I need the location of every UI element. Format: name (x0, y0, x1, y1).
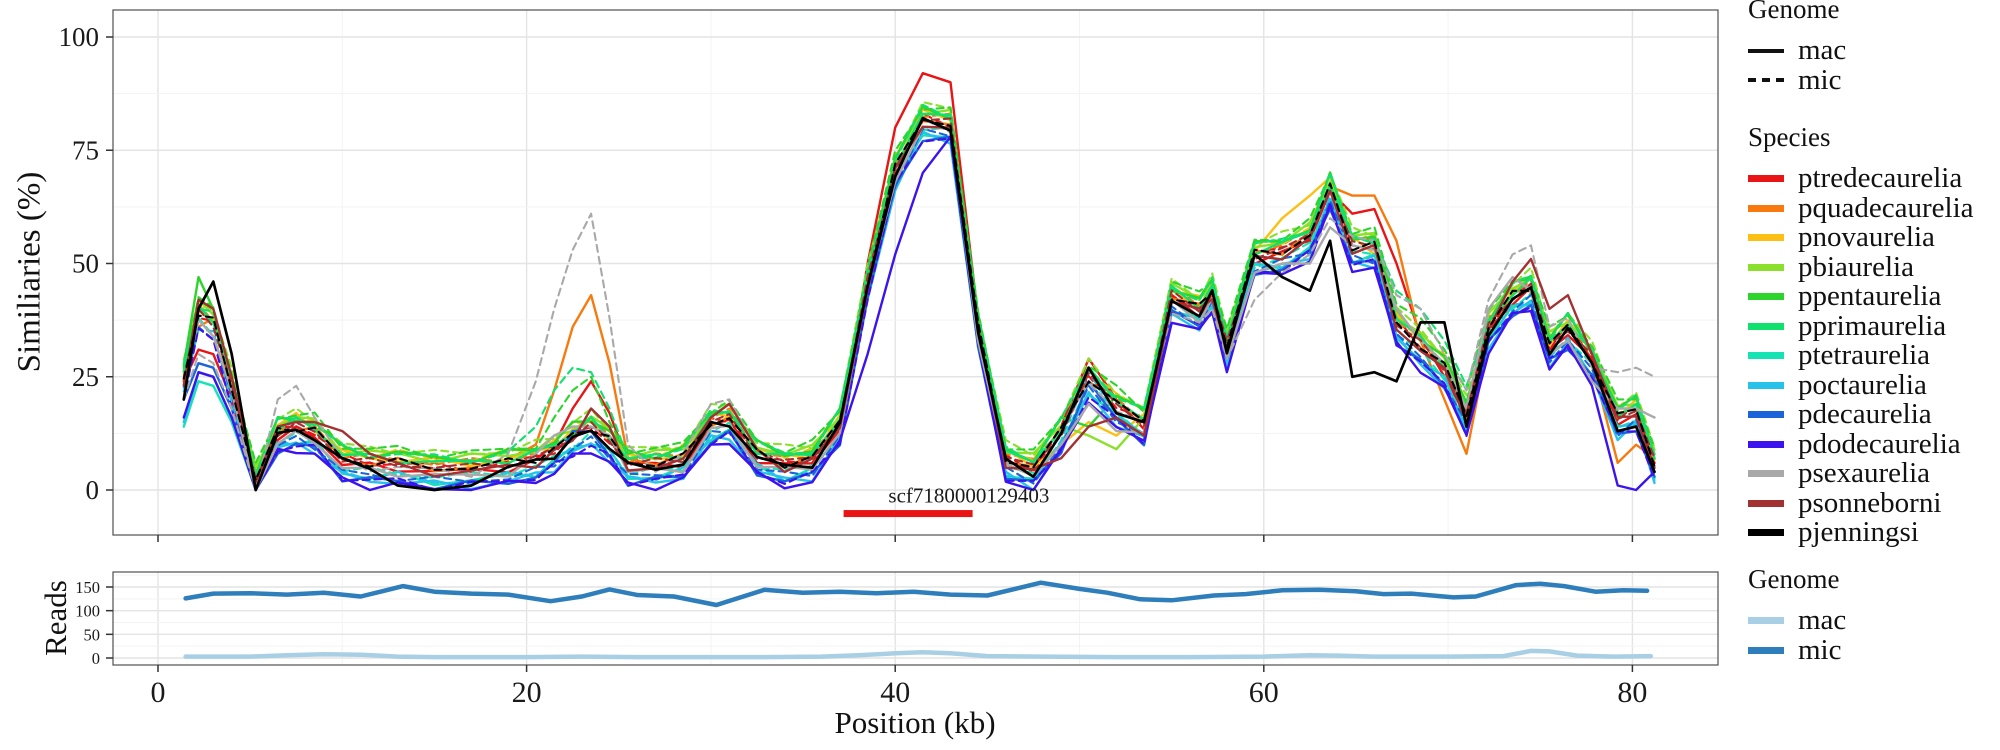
legend-species-psonneborni: psonneborni (1748, 486, 2000, 519)
legend-species-ptetraurelia: ptetraurelia (1748, 341, 2000, 371)
line-pjenningsi-mic (182, 118, 1656, 482)
line-reads-mac (183, 648, 1654, 660)
line-pprimaurelia-mac (182, 112, 1656, 478)
legend-reads-genome: Genome mac mic (1748, 564, 2000, 665)
legend-species-ppentaurelia-swatch (1748, 293, 1784, 301)
legend-genome-mac-label: mac (1798, 34, 1847, 67)
legend-species-pprimaurelia-swatch (1748, 322, 1784, 330)
svg-text:75: 75 (72, 135, 99, 165)
similarity-series (182, 72, 1656, 492)
legend-species-pquadecaurelia-swatch (1748, 204, 1784, 212)
legend-species-psonneborni-label: psonneborni (1798, 486, 1942, 519)
line-pprimaurelia-mic (182, 103, 1656, 478)
svg-text:0: 0 (86, 475, 100, 505)
legend-species-pnovaurelia-label: pnovaurelia (1798, 221, 1935, 254)
legend-species-pdecaurelia-swatch (1748, 411, 1784, 419)
svg-text:100: 100 (59, 22, 100, 52)
svg-text:60: 60 (1249, 676, 1279, 709)
legend-species-ptredecaurelia: ptredecaurelia (1748, 164, 2000, 194)
line-poctaurelia-mic (182, 131, 1656, 492)
legend-species-pjenningsi-label: pjenningsi (1798, 516, 1919, 549)
scaffold-label: scf7180000129403 (888, 484, 1049, 508)
legend-reads-mic-swatch (1748, 646, 1784, 654)
line-psonneborni-mic (182, 117, 1656, 480)
legend-species-psexaurelia: psexaurelia (1748, 459, 2000, 489)
svg-text:0: 0 (92, 649, 100, 668)
line-pdodecaurelia-mac (182, 135, 1656, 492)
svg-text:50: 50 (72, 249, 99, 279)
svg-text:20: 20 (512, 676, 542, 709)
legend-species-pjenningsi: pjenningsi (1748, 518, 2000, 548)
reads-series (183, 580, 1654, 660)
line-pdodecaurelia-mic (182, 137, 1656, 492)
scaffold-bar (843, 510, 973, 518)
legend-species-pdodecaurelia-swatch (1748, 440, 1784, 448)
svg-text:40: 40 (880, 676, 910, 709)
legend-species-pdodecaurelia: pdodecaurelia (1748, 427, 2000, 460)
legend-species-poctaurelia: poctaurelia (1748, 368, 2000, 401)
legend-genome-mic: mic (1748, 63, 2000, 96)
legend-species-psonneborni-swatch (1748, 499, 1784, 507)
legend-genome-title: Genome (1748, 0, 1840, 24)
legend-species-pquadecaurelia: pquadecaurelia (1748, 191, 2000, 224)
legend-reads-mac-swatch (1748, 617, 1784, 625)
line-ppentaurelia-mic (182, 106, 1656, 464)
legend-species-pnovaurelia: pnovaurelia (1748, 223, 2000, 253)
reads-panel-border (112, 571, 1719, 666)
legend-species-pnovaurelia-swatch (1748, 234, 1784, 242)
reads-axis-title: Reads (38, 580, 73, 656)
sim-panel-border (112, 9, 1719, 536)
legend-species-psexaurelia-swatch (1748, 470, 1784, 478)
legend-species-title: Species (1748, 122, 1831, 152)
legend-genome-mic-swatch (1748, 78, 1784, 83)
legend-reads-mic-label: mic (1798, 633, 1842, 666)
svg-text:80: 80 (1617, 676, 1647, 709)
similarity-axis-title: Similiaries (%) (11, 171, 48, 373)
legend-genome: Genome mac mic (1748, 0, 2000, 95)
legend-species-pdodecaurelia-label: pdodecaurelia (1798, 427, 1961, 460)
legend-species-pdecaurelia-label: pdecaurelia (1798, 398, 1932, 431)
legend-species-ppentaurelia: ppentaurelia (1748, 282, 2000, 312)
legend-species-pprimaurelia: pprimaurelia (1748, 309, 2000, 342)
legend-reads-mac: mac (1748, 606, 2000, 636)
legend-species-pbiaurelia-swatch (1748, 263, 1784, 271)
legend-species-ppentaurelia-label: ppentaurelia (1798, 280, 1942, 313)
legend-species-pprimaurelia-label: pprimaurelia (1798, 309, 1947, 342)
legend-species-ptredecaurelia-label: ptredecaurelia (1798, 162, 1963, 195)
svg-text:25: 25 (72, 362, 99, 392)
scaffold-annotation: scf7180000129403 (843, 484, 1049, 518)
legend-species: Species ptredecaurelia pquadecaurelia pnov… (1748, 122, 2000, 548)
legend-reads-mac-label: mac (1798, 604, 1847, 637)
legend-species-pquadecaurelia-label: pquadecaurelia (1798, 191, 1974, 224)
svg-text:0: 0 (151, 676, 166, 709)
legend-species-pdecaurelia: pdecaurelia (1748, 400, 2000, 430)
line-ppentaurelia-mac (182, 105, 1656, 477)
legend-species-pbiaurelia: pbiaurelia (1748, 250, 2000, 283)
legend-species-pjenningsi-swatch (1748, 529, 1784, 537)
legend-species-ptredecaurelia-swatch (1748, 175, 1784, 183)
legend-species-psexaurelia-label: psexaurelia (1798, 457, 1931, 490)
legend-genome-mac-swatch (1748, 48, 1784, 53)
legend-species-poctaurelia-label: poctaurelia (1798, 368, 1927, 401)
line-reads-mic (183, 580, 1650, 608)
svg-text:100: 100 (75, 602, 100, 621)
legend-reads-mic: mic (1748, 633, 2000, 666)
x-axis-title: Position (kb) (834, 705, 996, 740)
legend-species-poctaurelia-swatch (1748, 381, 1784, 389)
legend-genome-mac: mac (1748, 36, 2000, 66)
svg-text:150: 150 (75, 578, 100, 597)
legend-reads-genome-title: Genome (1748, 564, 1840, 594)
axis-ticks: 0 20 40 60 80 0 25 50 75 100 0 50 100 150 (59, 22, 1648, 709)
legend-species-ptetraurelia-swatch (1748, 352, 1784, 360)
line-pjenningsi-mac (182, 116, 1656, 492)
legend-species-pbiaurelia-label: pbiaurelia (1798, 250, 1914, 283)
legend-species-ptetraurelia-label: ptetraurelia (1798, 339, 1931, 372)
legend-genome-mic-label: mic (1798, 63, 1842, 96)
svg-text:50: 50 (84, 625, 101, 644)
line-ptredecaurelia-mac (182, 72, 1656, 486)
